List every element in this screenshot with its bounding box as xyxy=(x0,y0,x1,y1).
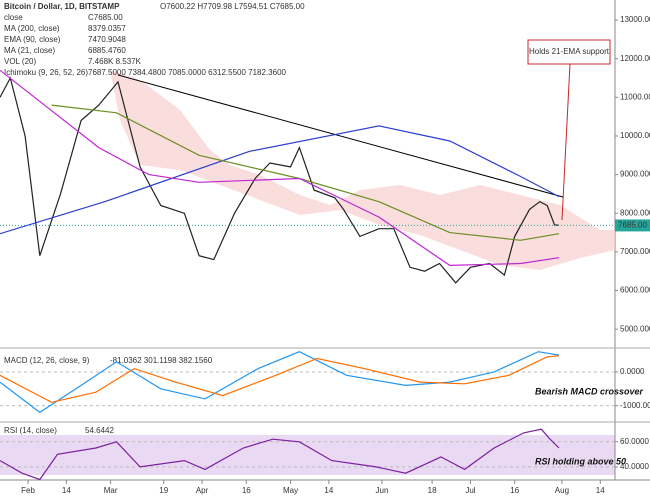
legend: close C7685.00 MA (200, close) 8379.0357 EMA… xyxy=(4,13,287,77)
x-tick-label: Aug xyxy=(555,486,569,495)
legend-value: 7.468K 8.537K xyxy=(88,57,142,66)
annotation: Holds 21-EMA support xyxy=(529,47,610,56)
x-tick-label: Feb xyxy=(21,486,35,495)
legend-label: MA (200, close) xyxy=(4,24,60,33)
legend-value: C7685.00 xyxy=(88,13,123,22)
legend-label: VOL (20) xyxy=(4,57,36,66)
series-line xyxy=(0,125,560,235)
legend-label: MA (21, close) xyxy=(4,46,55,55)
legend-label: Ichimoku (9, 26, 52, 26) xyxy=(4,68,88,77)
x-tick-label: Apr xyxy=(196,486,209,495)
y-tick-label: 7000.0000 xyxy=(620,247,650,256)
rsi-band xyxy=(0,435,615,475)
legend-value: 7470.9048 xyxy=(88,35,126,44)
legend-value: 6885.4760 xyxy=(88,46,126,55)
rsi-legend-values: 54.6442 xyxy=(85,426,114,435)
x-tick-label: 16 xyxy=(510,486,519,495)
y-tick-label: 0.0000 xyxy=(620,367,645,376)
x-tick-label: 19 xyxy=(159,486,168,495)
y-tick-label: 13000.0000 xyxy=(620,15,650,24)
rsi-legend: RSI (14, close) xyxy=(4,426,57,435)
y-tick-label: 10000.0000 xyxy=(620,131,650,140)
x-tick-label: 14 xyxy=(324,486,333,495)
x-tick-label: 14 xyxy=(596,486,605,495)
y-tick-label: 40.0000 xyxy=(620,462,649,471)
y-tick-label: 8000.0000 xyxy=(620,208,650,217)
series-line xyxy=(51,104,560,241)
y-tick-label: 11000.0000 xyxy=(620,92,650,101)
series-line xyxy=(0,355,560,403)
annotation: Bearish MACD crossover xyxy=(535,386,644,396)
y-tick-label: 12000.0000 xyxy=(620,54,650,63)
legend-value: 8379.0357 xyxy=(88,24,126,33)
annotation: RSI holding above 50 xyxy=(535,456,626,466)
legend-label: EMA (90, close) xyxy=(4,35,61,44)
ichimoku-cloud xyxy=(110,70,615,270)
x-tick-label: Jul xyxy=(465,486,475,495)
series-line xyxy=(0,428,560,481)
last-price-box xyxy=(615,219,650,232)
legend-label: close xyxy=(4,13,23,22)
y-tick-label: 60.0000 xyxy=(620,437,649,446)
x-tick-label: Mar xyxy=(104,486,118,495)
y-tick-label: 6000.0000 xyxy=(620,286,650,295)
annotation-arrow xyxy=(561,63,571,221)
y-tick-label: 5000.0000 xyxy=(620,324,650,333)
x-tick-label: 14 xyxy=(62,486,71,495)
y-tick-label: 9000.0000 xyxy=(620,170,650,179)
trendline xyxy=(117,74,564,198)
series-line xyxy=(0,69,560,267)
x-tick-label: May xyxy=(283,486,298,495)
ohlc: O7600.22 H7709.98 L7594.51 C7685.00 xyxy=(160,2,305,11)
macd-legend: MACD (12, 26, close, 9) xyxy=(4,356,90,365)
series-line xyxy=(0,76,560,284)
x-tick-label: 16 xyxy=(242,486,251,495)
x-tick-label: Jun xyxy=(376,486,389,495)
y-tick-label: -1000.0000 xyxy=(620,401,650,410)
chart-title: Bitcoin / Dollar, 1D, BITSTAMP xyxy=(4,2,120,11)
legend-value: 7687.5000 7384.4800 7085.0000 6312.5500 … xyxy=(88,68,287,77)
macd-legend-values: -81.0362 301.1198 382.1560 xyxy=(110,356,213,365)
x-tick-label: 18 xyxy=(428,486,437,495)
series-line xyxy=(0,351,560,414)
last-price-label: 7685.00 xyxy=(618,221,647,230)
annotation-box xyxy=(527,39,611,65)
